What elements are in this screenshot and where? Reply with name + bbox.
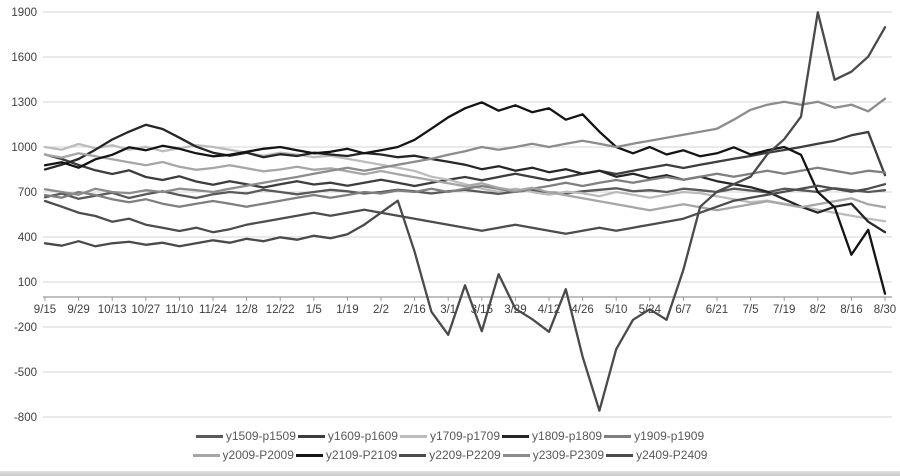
- x-tick-label: 9/15: [34, 304, 56, 316]
- legend-label: y2009-P2009: [222, 448, 294, 462]
- x-tick-label: 6/7: [675, 304, 691, 316]
- legend-line-swatch: [502, 434, 530, 438]
- legend-line-swatch: [195, 434, 223, 438]
- legend-label: y1909-p1909: [634, 429, 705, 443]
- legend-label: y1509-p1509: [225, 429, 296, 443]
- legend-label: y1709-p1709: [429, 429, 501, 443]
- legend-item: y1809-p1809: [502, 429, 602, 443]
- x-tick-label: 4/12: [538, 304, 560, 316]
- legend-item: y1609-p1609: [297, 429, 398, 443]
- series-line-y1709-p1709: [43, 142, 887, 223]
- x-tick-label: 2/2: [373, 304, 389, 316]
- legend-line-swatch: [297, 434, 325, 438]
- x-tick-label: 1/19: [336, 304, 358, 316]
- x-tick-label: 4/26: [571, 304, 593, 316]
- legend-item: y1509-p1509: [195, 429, 296, 443]
- legend-item: y1709-p1709: [399, 429, 501, 443]
- series-line-y2209-P2209: [43, 183, 887, 235]
- legend-label: y2309-P2309: [532, 448, 605, 462]
- x-tick-label: 10/13: [98, 304, 127, 316]
- series-line-y1909-p1909: [43, 166, 887, 208]
- x-tick-label: 9/29: [67, 304, 89, 316]
- legend: y1509-p1509 y1609-p1609 y1709-p1709 y1809-p…: [0, 429, 900, 462]
- x-tick-label: 6/21: [706, 304, 728, 316]
- legend-item: y2409-P2409: [606, 448, 707, 462]
- x-tick-label: 12/8: [235, 304, 257, 316]
- y-tick-label: 1300: [11, 97, 37, 109]
- legend-line-swatch: [604, 434, 632, 438]
- x-tick-label: 7/19: [773, 304, 795, 316]
- y-tick-label: -200: [14, 322, 37, 334]
- legend-line-swatch: [502, 453, 530, 457]
- y-tick-label: 1900: [11, 7, 37, 19]
- x-tick-label: 8/2: [810, 304, 826, 316]
- y-tick-label: -500: [14, 367, 37, 379]
- legend-label: y2409-P2409: [636, 448, 708, 462]
- series-line-y2109-P2109: [43, 101, 887, 295]
- x-tick-label: 11/10: [165, 304, 193, 316]
- legend-row: y2009-P2009 y2109-P2109 y2209-P2209 y2309-P…: [192, 448, 709, 462]
- legend-label: y1809-p1809: [532, 429, 603, 443]
- legend-item: y2209-P2209: [399, 448, 501, 462]
- x-tick-label: 1/5: [306, 304, 322, 316]
- x-tick-label: 11/24: [199, 304, 228, 316]
- y-tick-label: 1600: [11, 52, 37, 64]
- legend-item: y2009-P2009: [192, 448, 294, 462]
- series-line-y1809-p1809: [43, 123, 887, 234]
- legend-line-swatch: [399, 434, 427, 438]
- x-tick-label: 7/5: [743, 304, 759, 316]
- x-tick-label: 5/10: [605, 304, 627, 316]
- legend-line-swatch: [192, 453, 220, 457]
- series-line-y2309-P2309: [43, 97, 887, 196]
- series-line-y2009-P2009: [43, 152, 887, 212]
- y-tick-label: 100: [18, 277, 37, 289]
- series-line-y1609-p1609: [43, 130, 887, 189]
- legend-item: y1909-p1909: [604, 429, 704, 443]
- legend-item: y2309-P2309: [502, 448, 605, 462]
- y-tick-label: 400: [18, 232, 37, 244]
- legend-label: y1609-p1609: [327, 429, 398, 443]
- legend-label: y2209-P2209: [429, 448, 501, 462]
- x-tick-label: 8/30: [874, 304, 896, 316]
- x-tick-label: 10/27: [131, 304, 160, 316]
- y-tick-label: -800: [14, 412, 37, 424]
- x-tick-label: 12/22: [266, 304, 295, 316]
- x-tick-label: 3/1: [440, 304, 456, 316]
- window-bottom-strip: [0, 471, 900, 476]
- x-tick-label: 2/16: [403, 304, 425, 316]
- x-tick-label: 8/16: [840, 304, 862, 316]
- legend-row: y1509-p1509 y1609-p1609 y1709-p1709 y1809-p…: [195, 429, 705, 443]
- legend-item: y2109-P2109: [295, 448, 398, 462]
- legend-label: y2109-P2109: [325, 448, 398, 462]
- legend-line-swatch: [606, 453, 634, 457]
- y-tick-label: 1000: [11, 142, 37, 154]
- legend-line-swatch: [399, 453, 427, 457]
- series-line-y2409-P2409: [43, 11, 887, 412]
- legend-line-swatch: [295, 453, 323, 457]
- y-tick-label: 700: [18, 187, 37, 199]
